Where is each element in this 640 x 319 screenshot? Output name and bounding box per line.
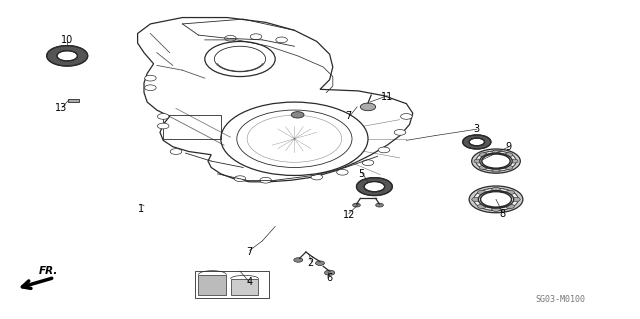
Text: 7: 7 bbox=[246, 247, 253, 257]
Circle shape bbox=[401, 114, 412, 119]
Circle shape bbox=[170, 149, 182, 154]
Circle shape bbox=[492, 150, 500, 154]
Text: FR.: FR. bbox=[38, 266, 58, 276]
Circle shape bbox=[505, 153, 513, 157]
Circle shape bbox=[145, 75, 156, 81]
Circle shape bbox=[276, 37, 287, 43]
Circle shape bbox=[311, 174, 323, 180]
Circle shape bbox=[477, 190, 486, 195]
Circle shape bbox=[394, 130, 406, 135]
Circle shape bbox=[479, 166, 487, 169]
Text: 10: 10 bbox=[61, 35, 74, 45]
Wedge shape bbox=[472, 149, 520, 173]
Wedge shape bbox=[356, 178, 392, 196]
Bar bbox=[163, 115, 221, 139]
Text: 9: 9 bbox=[506, 142, 512, 152]
Circle shape bbox=[225, 35, 236, 41]
Text: SG03-M0100: SG03-M0100 bbox=[535, 295, 585, 304]
Circle shape bbox=[324, 270, 335, 275]
Text: 13: 13 bbox=[54, 103, 67, 114]
Text: 12: 12 bbox=[342, 210, 355, 220]
Bar bbox=[68, 99, 79, 102]
Circle shape bbox=[481, 192, 511, 207]
Circle shape bbox=[157, 123, 169, 129]
Circle shape bbox=[337, 169, 348, 175]
Bar bbox=[198, 275, 227, 295]
Wedge shape bbox=[469, 186, 523, 213]
Wedge shape bbox=[463, 135, 491, 149]
Text: 8: 8 bbox=[499, 209, 506, 219]
Circle shape bbox=[378, 147, 390, 153]
Circle shape bbox=[472, 197, 481, 202]
Text: 7: 7 bbox=[346, 111, 352, 122]
Circle shape bbox=[294, 258, 303, 262]
Circle shape bbox=[474, 159, 482, 163]
Circle shape bbox=[353, 203, 360, 207]
Circle shape bbox=[479, 153, 487, 157]
Circle shape bbox=[234, 176, 246, 182]
Text: 4: 4 bbox=[246, 277, 253, 287]
Circle shape bbox=[510, 159, 518, 163]
Circle shape bbox=[492, 207, 500, 211]
Circle shape bbox=[260, 177, 271, 183]
Circle shape bbox=[492, 168, 500, 172]
Bar bbox=[195, 271, 269, 298]
Text: 2: 2 bbox=[307, 258, 314, 268]
Circle shape bbox=[492, 187, 500, 192]
Bar bbox=[230, 279, 259, 295]
Circle shape bbox=[477, 204, 486, 209]
Circle shape bbox=[506, 190, 515, 195]
Circle shape bbox=[482, 154, 510, 168]
Circle shape bbox=[511, 197, 520, 202]
Circle shape bbox=[360, 103, 376, 111]
Circle shape bbox=[505, 166, 513, 169]
Text: 6: 6 bbox=[326, 272, 333, 283]
Wedge shape bbox=[47, 46, 88, 66]
Circle shape bbox=[250, 34, 262, 40]
Circle shape bbox=[376, 203, 383, 207]
Text: 11: 11 bbox=[381, 92, 394, 102]
Circle shape bbox=[316, 261, 324, 265]
Circle shape bbox=[145, 85, 156, 91]
Wedge shape bbox=[480, 153, 512, 169]
Circle shape bbox=[506, 204, 515, 209]
Text: 1: 1 bbox=[138, 204, 144, 214]
Circle shape bbox=[291, 112, 304, 118]
Text: 5: 5 bbox=[358, 169, 365, 179]
Circle shape bbox=[362, 160, 374, 166]
Wedge shape bbox=[478, 190, 514, 208]
Circle shape bbox=[157, 114, 169, 119]
Wedge shape bbox=[474, 189, 518, 210]
Wedge shape bbox=[476, 151, 516, 171]
Text: 3: 3 bbox=[474, 124, 480, 134]
